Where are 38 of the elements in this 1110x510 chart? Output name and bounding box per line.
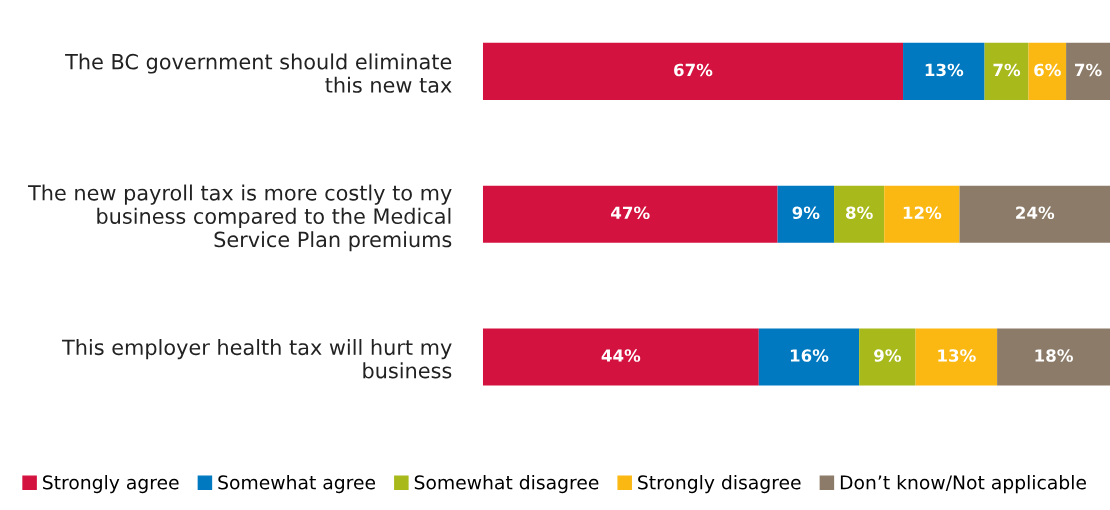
data-label: 16% [790, 349, 829, 362]
y-tick-label: The BC government should eliminate this new tax [65, 53, 452, 93]
bar [984, 42, 1029, 100]
bar [884, 185, 960, 243]
data-label: 13% [925, 63, 964, 77]
data-label: 9% [792, 206, 820, 220]
legend-label: Strongly agree [43, 474, 179, 494]
y-tick-label: This employer health tax will hurt my business [61, 339, 452, 379]
bar [859, 328, 916, 386]
legend-label: Strongly disagree [638, 474, 801, 494]
data-label: 18% [1035, 349, 1073, 362]
data-label: 24% [1016, 206, 1055, 220]
bar [482, 185, 778, 243]
bar [903, 42, 985, 100]
legend-label: Somewhat disagree [414, 474, 599, 494]
legend-label: Don’t know/Not applicable [840, 474, 1086, 494]
bar [834, 185, 885, 243]
legend-label: Somewhat agree [218, 474, 376, 494]
bar [959, 185, 1110, 243]
bar [482, 328, 759, 386]
data-label: 13% [938, 349, 976, 362]
bar [1028, 42, 1067, 100]
y-tick-label: The new payroll tax is more costly to my business compared to the Medical Service Plan premiums [27, 184, 452, 252]
data-label: 44% [601, 349, 641, 362]
data-label: 8% [846, 206, 873, 220]
bar [758, 328, 860, 386]
bar [997, 328, 1110, 386]
data-label: 12% [903, 206, 942, 220]
data-label: 7% [1075, 63, 1102, 77]
bar [915, 328, 998, 386]
data-label: 9% [874, 349, 901, 362]
data-label: 47% [611, 206, 650, 220]
bar [1066, 42, 1110, 100]
data-label: 7% [993, 63, 1021, 77]
bar [482, 42, 904, 100]
data-label: 6% [1034, 63, 1061, 77]
data-label: 67% [674, 63, 713, 77]
bar [777, 185, 835, 243]
